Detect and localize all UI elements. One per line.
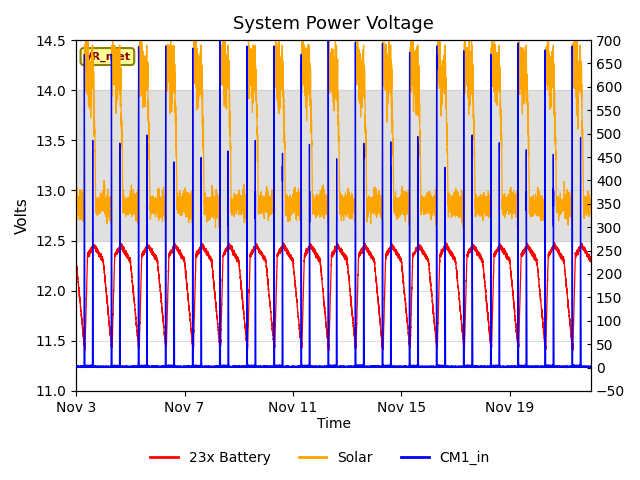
Title: System Power Voltage: System Power Voltage — [233, 15, 434, 33]
X-axis label: Time: Time — [317, 418, 351, 432]
Text: VR_met: VR_met — [84, 51, 131, 61]
Y-axis label: Volts: Volts — [15, 197, 30, 234]
Bar — [76, 90, 591, 240]
Legend: 23x Battery, Solar, CM1_in: 23x Battery, Solar, CM1_in — [145, 445, 495, 471]
